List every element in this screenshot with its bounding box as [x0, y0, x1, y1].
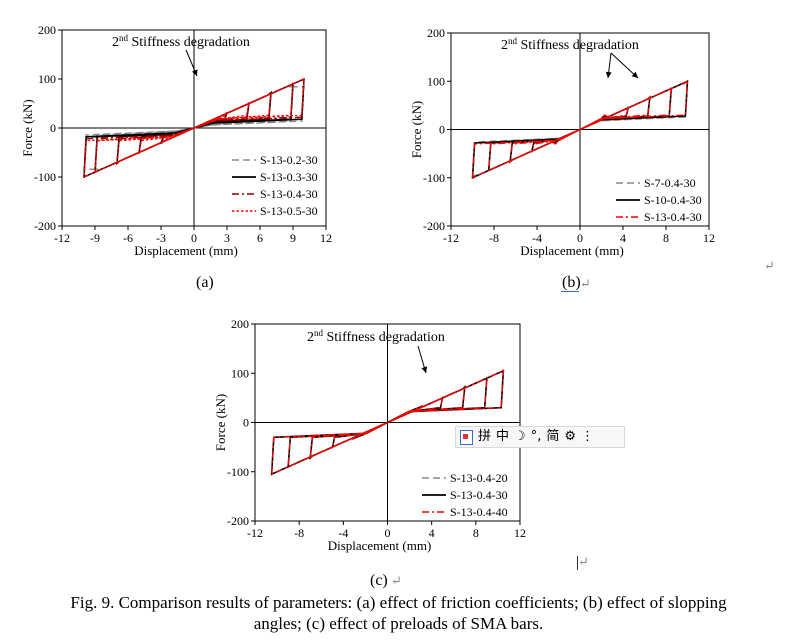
series-curve-S-13-0.4-40: [270, 369, 505, 476]
x-tick-label: -12: [54, 231, 70, 245]
x-tick-label: -9: [90, 231, 100, 245]
legend-label: S-10-0.4-30: [644, 193, 702, 207]
series-curve-S-13-0.4-30: [471, 80, 689, 179]
annotation-superscript: nd: [314, 328, 324, 338]
ime-more-icon[interactable]: ⋮: [581, 429, 594, 444]
x-tick-label: -8: [489, 231, 499, 245]
legend-label: S-13-0.4-40: [450, 505, 508, 519]
annotation-number: 2: [501, 38, 508, 53]
x-tick-label: -8: [294, 526, 304, 540]
y-tick-label: -100: [227, 465, 249, 479]
annotation-stiffness-degradation: 2nd Stiffness degradation: [307, 328, 445, 345]
y-tick-label: 0: [50, 121, 56, 135]
y-tick-label: 0: [243, 416, 249, 430]
y-tick-label: 100: [38, 72, 56, 86]
chart-panel-a: -12 -9 -6 -3 0 3 6 9 12 200 100 0 -100 -200 Displaceme…: [20, 23, 332, 258]
ime-doc-icon[interactable]: [460, 429, 473, 445]
ime-punctuation-icon[interactable]: °,: [530, 429, 542, 444]
x-tick-label: 8: [473, 526, 479, 540]
figure-caption-line1: Fig. 9. Comparison results of parameters…: [70, 593, 727, 612]
x-tick-label: 4: [620, 231, 626, 245]
annotation-text: Stiffness degradation: [323, 330, 445, 345]
y-tick-label: 0: [439, 123, 445, 137]
ime-simplified-icon[interactable]: 简: [546, 429, 560, 444]
y-axis-label: Force (kN): [213, 394, 228, 451]
annotation-arrow: [417, 345, 428, 374]
ime-settings-icon[interactable]: ⚙: [564, 429, 576, 444]
x-tick-label: -12: [443, 231, 459, 245]
ime-chinese-mode-icon[interactable]: 中: [496, 429, 510, 444]
legend-label: S-13-0.4-30: [644, 210, 702, 224]
y-axis-label: Force (kN): [20, 99, 35, 156]
x-tick-label: 9: [290, 231, 296, 245]
annotation-number: 2: [112, 35, 119, 50]
x-tick-label: 6: [257, 231, 263, 245]
x-tick-label: 3: [224, 231, 230, 245]
y-tick-label: -200: [423, 219, 445, 233]
x-tick-label: -4: [532, 231, 542, 245]
annotation-stiffness-degradation: 2nd Stiffness degradation: [112, 33, 250, 50]
y-tick-label: 200: [427, 26, 445, 40]
legend-label: S-13-0.3-30: [260, 170, 318, 184]
y-tick-label: 200: [231, 317, 249, 331]
x-tick-label: 0: [385, 526, 391, 540]
x-tick-label: 4: [429, 526, 435, 540]
annotation-text: Stiffness degradation: [128, 35, 250, 50]
x-tick-label: 12: [514, 526, 526, 540]
legend-label: S-13-0.4-30: [260, 187, 318, 201]
x-tick-label: -4: [338, 526, 348, 540]
legend-label: S-7-0.4-30: [644, 176, 696, 190]
y-tick-label: -200: [227, 514, 249, 528]
x-tick-label: -3: [156, 231, 166, 245]
ime-moon-icon[interactable]: ☽: [514, 429, 526, 444]
sublabel-a: (a): [196, 274, 214, 291]
legend-label: S-13-0.5-30: [260, 204, 318, 218]
legend-label: S-13-0.4-30: [450, 488, 508, 502]
x-axis-label: Displacement (mm): [520, 243, 624, 258]
y-tick-label: -200: [34, 219, 56, 233]
chart-panel-c: -12 -8 -4 0 4 8 12 200 100 0 -100 -200 Displacement …: [213, 317, 526, 553]
annotation-stiffness-degradation: 2nd Stiffness degradation: [501, 36, 639, 53]
paragraph-mark: ↵: [764, 258, 775, 273]
x-tick-label: 0: [577, 231, 583, 245]
x-tick-label: 12: [320, 231, 332, 245]
series-curve-S-13-0.5-30: [83, 77, 305, 179]
paragraph-mark: ↵: [391, 573, 402, 588]
chart-panel-b: -12 -8 -4 0 4 8 12 200 100 0 -100 -200 Displacement …: [409, 26, 715, 258]
paragraph-mark: ↵: [578, 554, 589, 569]
ime-toolbar[interactable]: 拼 中 ☽ °, 简 ⚙ ⋮: [455, 426, 625, 448]
annotation-arrow: [605, 52, 612, 79]
annotation-superscript: nd: [508, 36, 518, 46]
y-tick-label: -100: [34, 170, 56, 184]
sublabel-b: (b): [562, 274, 581, 291]
ime-pinyin-icon[interactable]: 拼: [478, 429, 492, 444]
legend-label: S-13-0.2-30: [260, 153, 318, 167]
x-tick-label: 12: [703, 231, 715, 245]
annotation-arrow: [610, 52, 639, 79]
figure-caption-line2: angles; (c) effect of preloads of SMA ba…: [253, 614, 544, 633]
annotation-text: Stiffness degradation: [517, 38, 639, 53]
legend-label: S-13-0.4-20: [450, 471, 508, 485]
text-cursor: [577, 556, 578, 570]
y-tick-label: 100: [231, 366, 249, 380]
x-axis-label: Displacement (mm): [328, 538, 432, 553]
x-tick-label: 8: [663, 231, 669, 245]
sublabel-c: (c): [370, 572, 388, 589]
x-tick-label: 0: [191, 231, 197, 245]
sublabel-b-underline: [561, 291, 579, 292]
y-tick-label: -100: [423, 171, 445, 185]
annotation-superscript: nd: [119, 33, 129, 43]
x-tick-label: -12: [247, 526, 263, 540]
annotation-arrow: [185, 49, 198, 77]
annotation-number: 2: [307, 330, 314, 345]
y-axis-label: Force (kN): [409, 101, 424, 158]
y-tick-label: 200: [38, 23, 56, 37]
x-tick-label: -6: [123, 231, 133, 245]
y-tick-label: 100: [427, 74, 445, 88]
x-axis-label: Displacement (mm): [134, 243, 238, 258]
paragraph-mark: ↵: [580, 276, 591, 291]
